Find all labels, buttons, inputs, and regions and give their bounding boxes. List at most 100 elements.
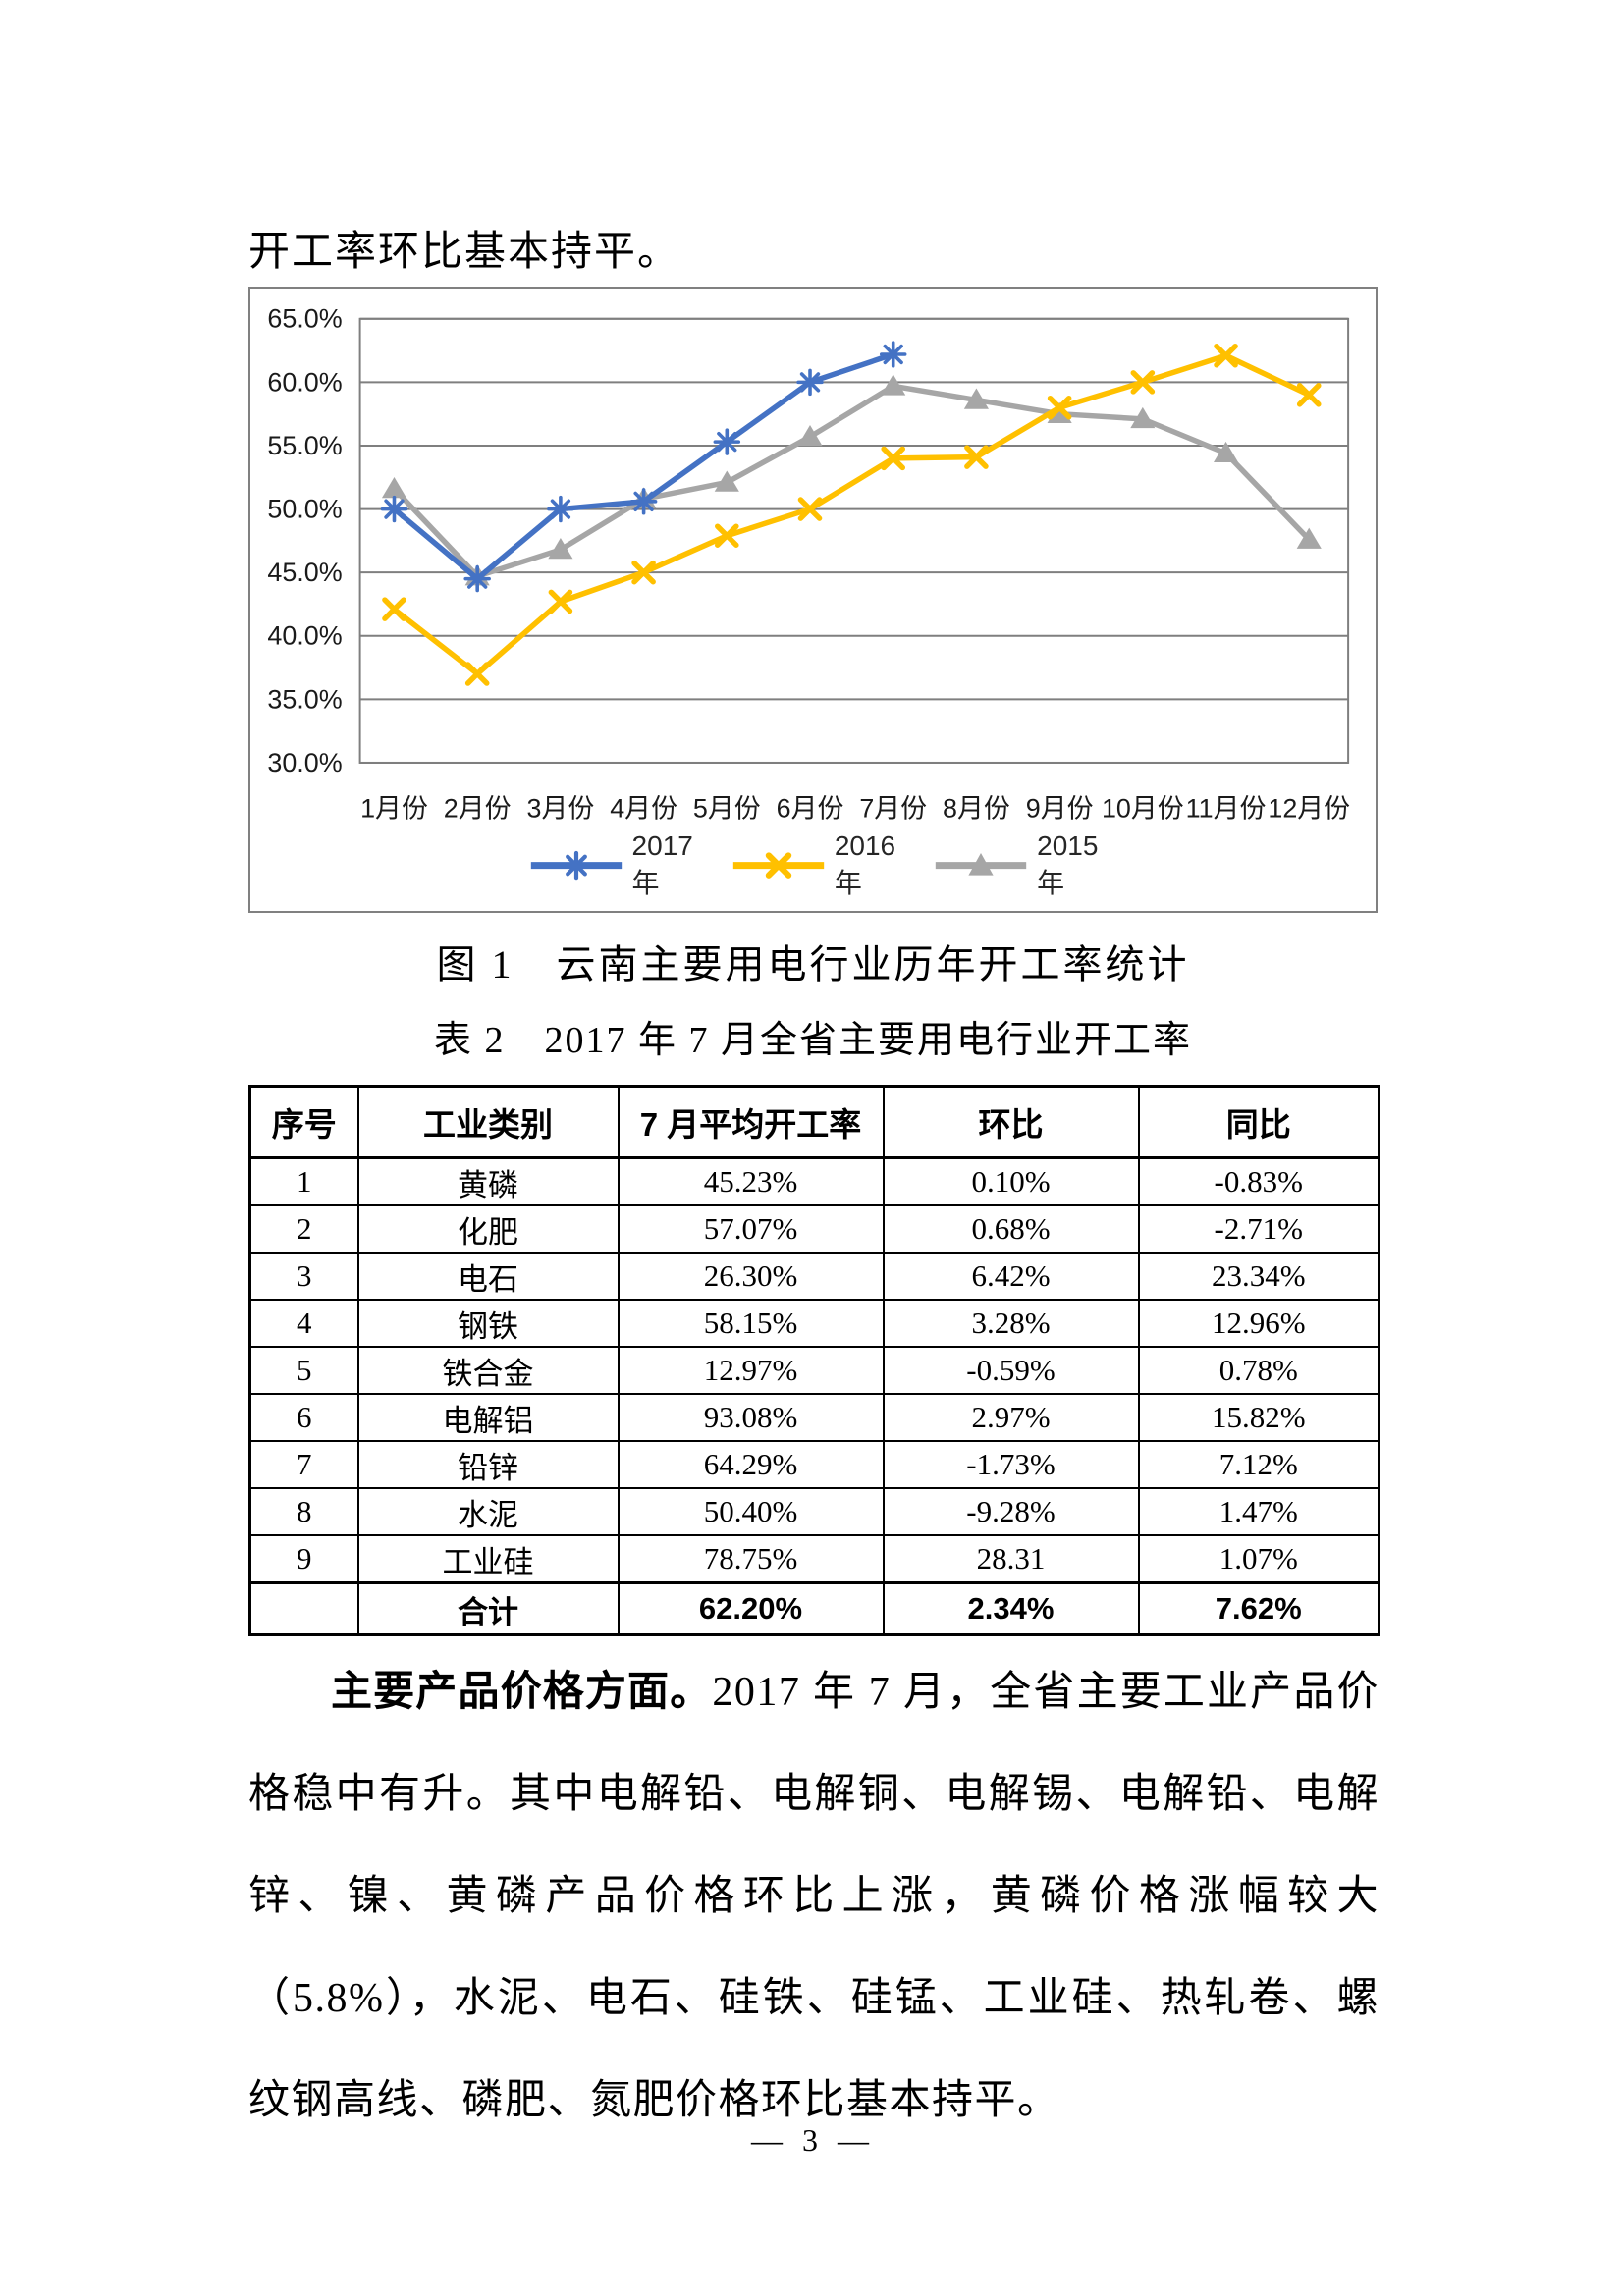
y-axis-tick-label: 30.0% (267, 748, 342, 777)
legend-item-2017年: 2017年 (528, 830, 693, 901)
table-cell (248, 1581, 359, 1636)
x-axis-tick-label: 12月份 (1268, 794, 1350, 824)
data-point-x (881, 446, 906, 471)
table-cell: 58.15% (617, 1299, 885, 1348)
data-point-x (548, 589, 573, 614)
legend-label: 2016年 (834, 830, 896, 898)
table-row: 6 电解铝 93.08% 2.97% 15.82% (248, 1393, 1380, 1442)
data-point-asterisk (713, 428, 741, 455)
table-cell: 93.08% (617, 1393, 885, 1442)
y-axis-tick-label: 35.0% (267, 684, 342, 714)
data-point-x (714, 523, 739, 548)
table-total-row: 合计 62.20% 2.34% 7.62% (248, 1581, 1380, 1636)
data-point-x (1047, 395, 1072, 420)
legend-label: 2017年 (631, 830, 693, 898)
data-point-asterisk (879, 341, 907, 368)
table-cell: 7.12% (1137, 1440, 1380, 1489)
intro-text: 开工率环比基本持平。 (248, 230, 681, 275)
data-point-x (1214, 343, 1238, 368)
table-cell: 78.75% (617, 1534, 885, 1584)
legend-label: 2015年 (1037, 830, 1099, 898)
table-cell: 50.40% (617, 1487, 885, 1536)
table-cell: -0.83% (1137, 1156, 1380, 1206)
table-cell: -0.59% (882, 1346, 1140, 1395)
table-cell: 黄磷 (356, 1156, 620, 1206)
table-cell: 0.10% (882, 1156, 1140, 1206)
table-cell: 铅锌 (356, 1440, 620, 1489)
table-cell: -1.73% (882, 1440, 1140, 1489)
data-point-triangle (714, 470, 739, 492)
table-row: 9 工业硅 78.75% 28.31 1.07% (248, 1534, 1380, 1584)
x-axis-tick-label: 11月份 (1186, 794, 1267, 824)
series-line-2016年 (391, 352, 1312, 677)
table-cell: 6 (248, 1393, 359, 1442)
table-row: 2 化肥 57.07% 0.68% -2.71% (248, 1204, 1380, 1254)
table-cell: 3 (248, 1252, 359, 1301)
table-cell: 2.97% (882, 1393, 1140, 1442)
table-cell: 62.20% (617, 1581, 885, 1636)
data-point-asterisk (547, 495, 574, 523)
chart-legend: 2017年 2016年 2015年 (250, 830, 1376, 901)
column-header: 序号 (248, 1085, 359, 1159)
table-caption: 表 2 2017 年 7 月全省主要用电行业开工率 (433, 1020, 1192, 1061)
table-cell: 7 (248, 1440, 359, 1489)
table-cell: 0.68% (882, 1204, 1140, 1254)
y-axis-tick-label: 40.0% (267, 621, 342, 651)
x-axis-tick-label: 10月份 (1102, 794, 1184, 824)
table-cell: 电解铝 (356, 1393, 620, 1442)
legend-swatch (530, 851, 622, 881)
data-point-triangle (1213, 441, 1239, 463)
table-cell: 1 (248, 1156, 359, 1206)
y-axis-tick-label: 45.0% (267, 558, 342, 587)
y-axis-tick-label: 55.0% (267, 431, 342, 460)
column-header: 工业类别 (356, 1085, 620, 1159)
table-cell: 水泥 (356, 1487, 620, 1536)
table-cell: 64.29% (617, 1440, 885, 1489)
x-axis-tick-label: 3月份 (527, 794, 595, 824)
column-header: 7 月平均开工率 (617, 1085, 885, 1159)
data-point-x (1296, 383, 1322, 407)
page-number: — 3 — (751, 2122, 875, 2158)
table-cell: -2.71% (1137, 1204, 1380, 1254)
data-point-x (1130, 370, 1156, 395)
legend-item-2016年: 2016年 (731, 830, 895, 901)
column-header: 同比 (1137, 1085, 1380, 1159)
x-axis-tick-label: 4月份 (610, 794, 677, 824)
table-row: 4 钢铁 58.15% 3.28% 12.96% (248, 1299, 1380, 1348)
data-point-asterisk (380, 495, 408, 523)
legend-swatch (732, 852, 825, 880)
table-cell: 工业硅 (356, 1534, 620, 1584)
x-axis-tick-label: 6月份 (777, 794, 844, 824)
data-point-asterisk (796, 368, 824, 397)
table-cell: 铁合金 (356, 1346, 620, 1395)
data-point-x (631, 560, 656, 585)
series-markers-2015年 (381, 374, 1322, 586)
data-point-x (964, 445, 989, 469)
table-cell: 2.34% (882, 1581, 1140, 1636)
table-cell: 23.34% (1137, 1252, 1380, 1301)
table-cell: -9.28% (882, 1487, 1140, 1536)
table-header-row: 序号 工业类别 7 月平均开工率 环比 同比 (248, 1085, 1380, 1159)
data-point-x (797, 497, 823, 521)
table-cell: 合计 (356, 1581, 620, 1636)
table-cell: 1.07% (1137, 1534, 1380, 1584)
table-cell: 45.23% (617, 1156, 885, 1206)
data-point-triangle (381, 476, 407, 499)
table-cell: 6.42% (882, 1252, 1140, 1301)
data-point-asterisk (463, 564, 491, 593)
paragraph-lead: 主要产品价格方面。 (331, 1670, 713, 1715)
y-axis-tick-label: 50.0% (267, 495, 342, 524)
table-row: 7 铅锌 64.29% -1.73% 7.12% (248, 1440, 1380, 1489)
paragraph-text: 2017 年 7 月，全省主要工业产品价格稳中有升。其中电解铅、电解铜、电解锡、… (248, 1670, 1380, 2123)
table-cell: 57.07% (617, 1204, 885, 1254)
table-cell: 8 (248, 1487, 359, 1536)
x-axis-tick-label: 1月份 (360, 794, 428, 824)
table-cell: 7.62% (1137, 1581, 1380, 1636)
table-cell: 15.82% (1137, 1393, 1380, 1442)
table-cell: 0.78% (1137, 1346, 1380, 1395)
y-axis-tick-label: 65.0% (267, 304, 342, 334)
table-row: 8 水泥 50.40% -9.28% 1.47% (248, 1487, 1380, 1536)
data-point-x (464, 662, 490, 686)
table-cell: 28.31 (882, 1534, 1140, 1584)
